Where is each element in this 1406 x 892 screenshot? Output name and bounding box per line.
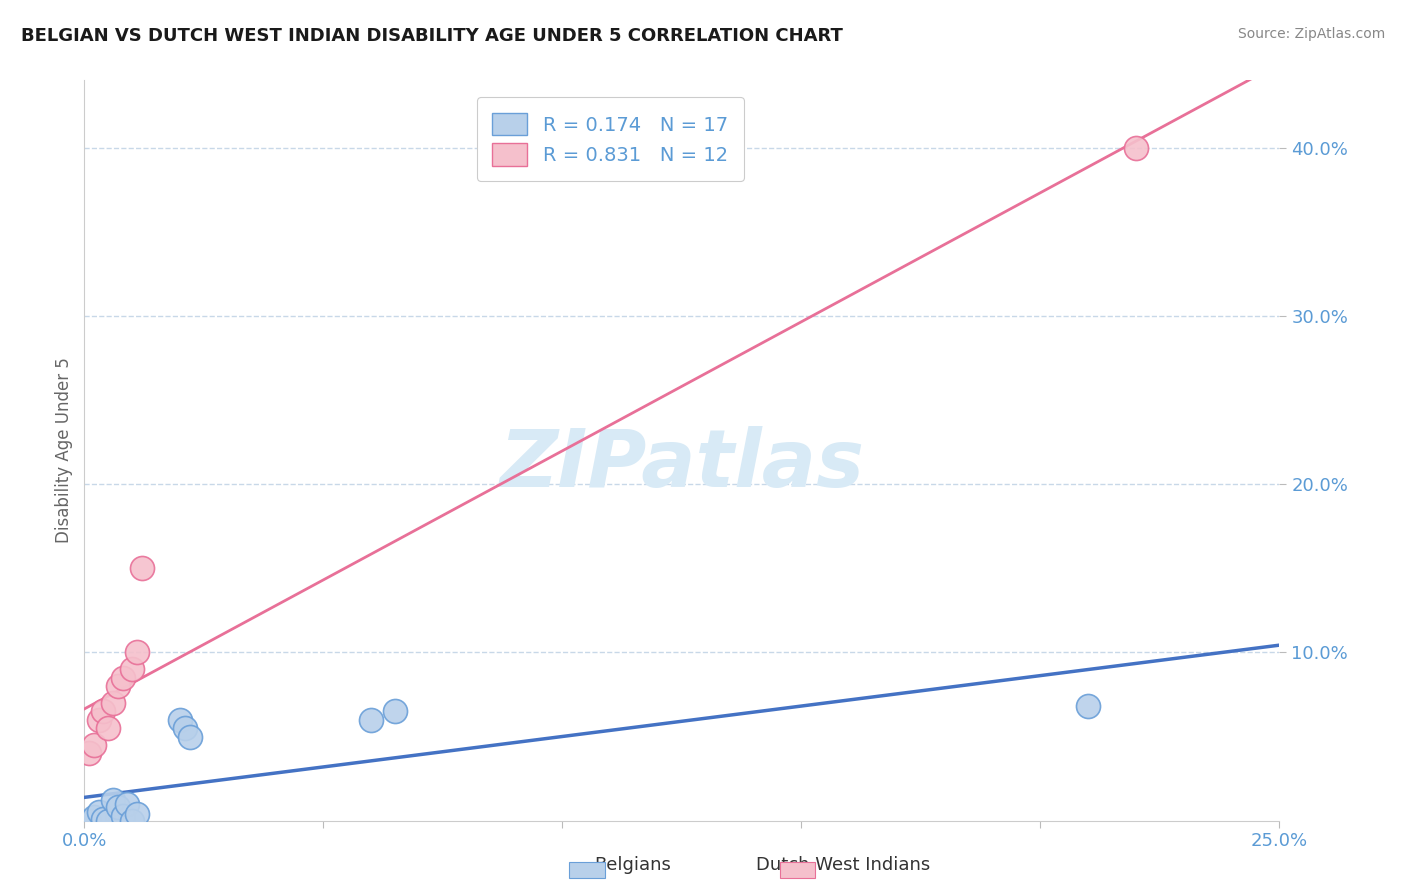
Text: ZIPatlas: ZIPatlas <box>499 426 865 504</box>
Point <box>173 721 195 735</box>
Point <box>87 713 110 727</box>
Point <box>87 805 110 820</box>
Point <box>131 561 153 575</box>
Point <box>179 730 201 744</box>
Point <box>107 679 129 693</box>
Point <box>117 797 139 811</box>
Legend: R = 0.174   N = 17, R = 0.831   N = 12: R = 0.174 N = 17, R = 0.831 N = 12 <box>477 97 744 181</box>
Text: Belgians: Belgians <box>595 856 671 874</box>
Y-axis label: Disability Age Under 5: Disability Age Under 5 <box>55 358 73 543</box>
Point <box>77 814 100 828</box>
Point <box>125 806 148 821</box>
Point <box>384 704 406 718</box>
Point <box>360 713 382 727</box>
Point <box>77 747 100 761</box>
Point <box>111 671 134 685</box>
Point <box>97 814 120 828</box>
Point <box>93 812 115 826</box>
Point <box>1077 699 1099 714</box>
Point <box>83 810 105 824</box>
Point <box>125 645 148 659</box>
Point <box>121 814 143 828</box>
Point <box>101 793 124 807</box>
Point <box>97 721 120 735</box>
Point <box>121 662 143 676</box>
Text: Dutch West Indians: Dutch West Indians <box>756 856 931 874</box>
Point <box>111 808 134 822</box>
Point <box>83 738 105 752</box>
Point <box>101 696 124 710</box>
Point <box>107 800 129 814</box>
Point <box>169 713 191 727</box>
Text: BELGIAN VS DUTCH WEST INDIAN DISABILITY AGE UNDER 5 CORRELATION CHART: BELGIAN VS DUTCH WEST INDIAN DISABILITY … <box>21 27 844 45</box>
Point <box>93 704 115 718</box>
Point <box>1125 140 1147 154</box>
Text: Source: ZipAtlas.com: Source: ZipAtlas.com <box>1237 27 1385 41</box>
